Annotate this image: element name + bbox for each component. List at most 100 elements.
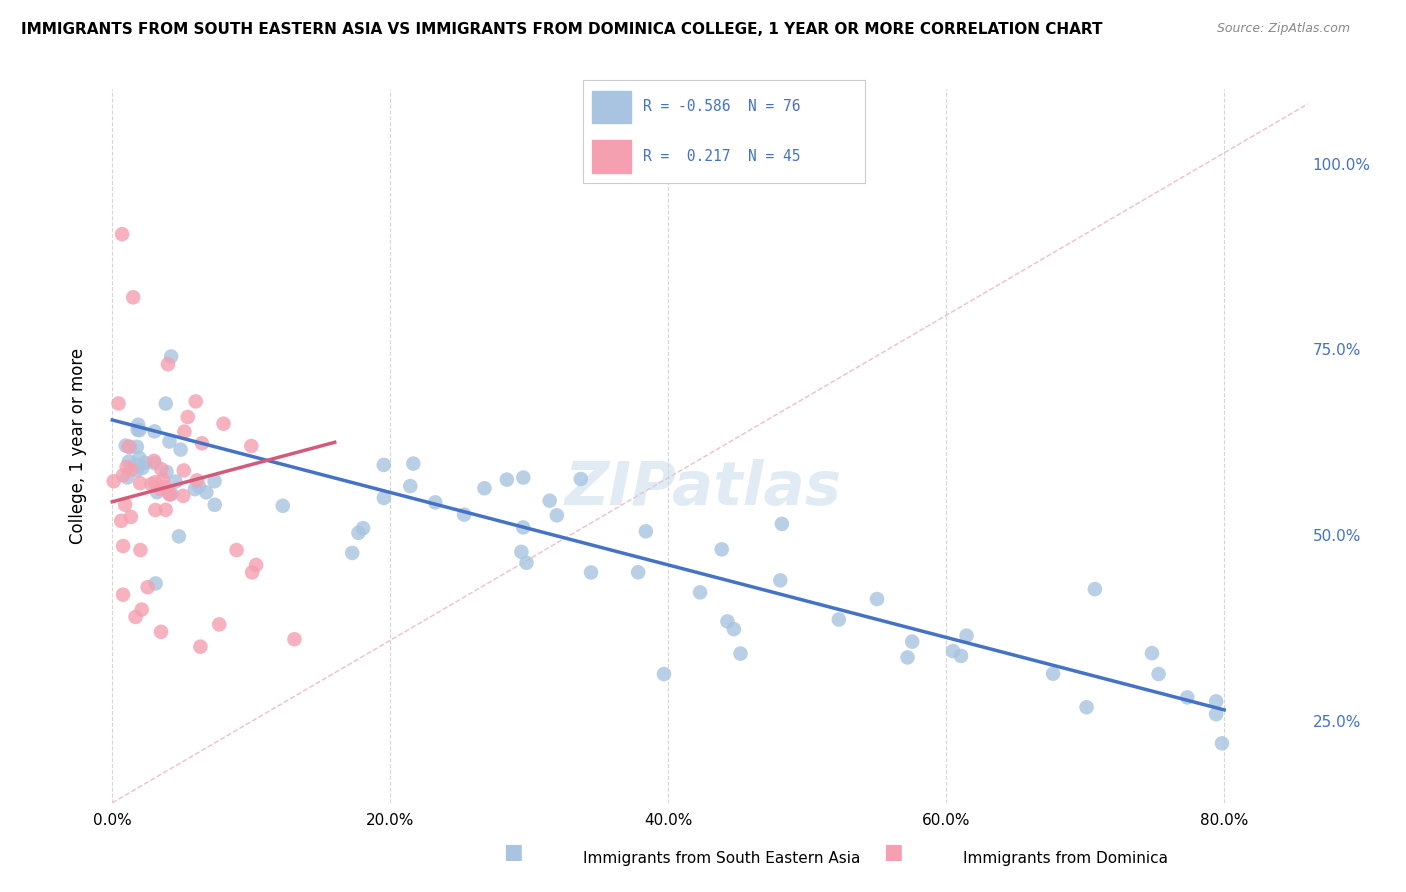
Point (689, 585, 711, 599)
Point (512, 520, 534, 534)
Point (111, 227, 134, 241)
Point (634, 524, 657, 539)
Point (114, 498, 136, 512)
Point (186, 474, 208, 488)
Point (125, 458, 148, 472)
Point (402, 457, 425, 471)
Point (245, 558, 267, 572)
Point (955, 629, 977, 643)
Point (120, 440, 142, 454)
Text: R = -0.586  N = 76: R = -0.586 N = 76 (643, 99, 800, 114)
Point (117, 470, 139, 484)
Point (373, 458, 395, 472)
Point (159, 486, 181, 500)
Point (167, 529, 190, 543)
Point (240, 439, 263, 453)
Point (122, 290, 145, 304)
Point (1175, 690, 1198, 705)
Point (1147, 667, 1170, 681)
Point (769, 574, 792, 588)
Point (901, 634, 924, 648)
Point (152, 473, 174, 487)
Text: ■: ■ (503, 842, 523, 862)
Point (173, 463, 195, 477)
Point (155, 503, 177, 517)
Point (172, 489, 194, 503)
Point (896, 650, 918, 665)
Point (347, 525, 370, 540)
Text: Immigrants from South Eastern Asia: Immigrants from South Eastern Asia (583, 851, 860, 865)
Point (143, 454, 166, 468)
Point (866, 592, 889, 607)
Point (710, 542, 733, 557)
Point (131, 602, 153, 616)
Point (150, 624, 173, 639)
Point (159, 487, 181, 501)
Point (1042, 666, 1064, 681)
Point (128, 423, 150, 437)
Point (240, 566, 263, 580)
Point (124, 610, 146, 624)
Point (195, 485, 218, 500)
Point (204, 475, 226, 489)
Point (112, 468, 135, 483)
Point (950, 648, 973, 663)
Point (474, 481, 496, 495)
Point (107, 396, 129, 410)
Point (159, 434, 181, 449)
Point (283, 632, 305, 647)
Point (1205, 694, 1227, 708)
Point (155, 465, 177, 479)
Point (723, 622, 745, 636)
Point (184, 394, 207, 409)
Point (149, 482, 172, 496)
Point (111, 588, 134, 602)
Point (716, 615, 738, 629)
Point (169, 442, 191, 457)
Point (156, 357, 179, 371)
Point (120, 510, 142, 524)
Text: Source: ZipAtlas.com: Source: ZipAtlas.com (1216, 22, 1350, 36)
Point (730, 647, 752, 661)
Point (627, 566, 650, 580)
Point (127, 423, 149, 437)
Point (190, 640, 212, 654)
Point (129, 476, 152, 491)
Point (141, 477, 163, 491)
Point (512, 470, 534, 484)
Point (579, 566, 602, 580)
Point (127, 417, 149, 432)
Point (1076, 700, 1098, 714)
Point (143, 456, 166, 470)
Point (150, 462, 173, 476)
Point (1084, 582, 1107, 596)
Text: IMMIGRANTS FROM SOUTH EASTERN ASIA VS IMMIGRANTS FROM DOMINICA COLLEGE, 1 YEAR O: IMMIGRANTS FROM SOUTH EASTERN ASIA VS IM… (21, 22, 1102, 37)
Point (340, 546, 363, 560)
Point (114, 439, 136, 453)
Point (569, 472, 592, 486)
Point (373, 491, 395, 505)
Text: R =  0.217  N = 45: R = 0.217 N = 45 (643, 149, 800, 164)
Point (160, 487, 183, 501)
Point (184, 482, 207, 496)
Y-axis label: College, 1 year or more: College, 1 year or more (69, 348, 87, 544)
Point (115, 459, 138, 474)
Bar (592, 91, 631, 123)
Point (153, 480, 176, 494)
Text: Immigrants from Dominica: Immigrants from Dominica (963, 851, 1168, 865)
Point (515, 556, 537, 570)
Point (110, 514, 132, 528)
Point (120, 462, 142, 476)
Point (546, 508, 568, 523)
Point (125, 440, 148, 454)
Point (828, 613, 851, 627)
Point (352, 521, 374, 535)
Point (118, 440, 141, 454)
Point (155, 396, 177, 410)
Point (652, 667, 675, 681)
Point (271, 499, 294, 513)
Text: ■: ■ (883, 842, 903, 862)
Point (118, 454, 141, 468)
Point (453, 508, 475, 522)
Point (134, 456, 156, 470)
